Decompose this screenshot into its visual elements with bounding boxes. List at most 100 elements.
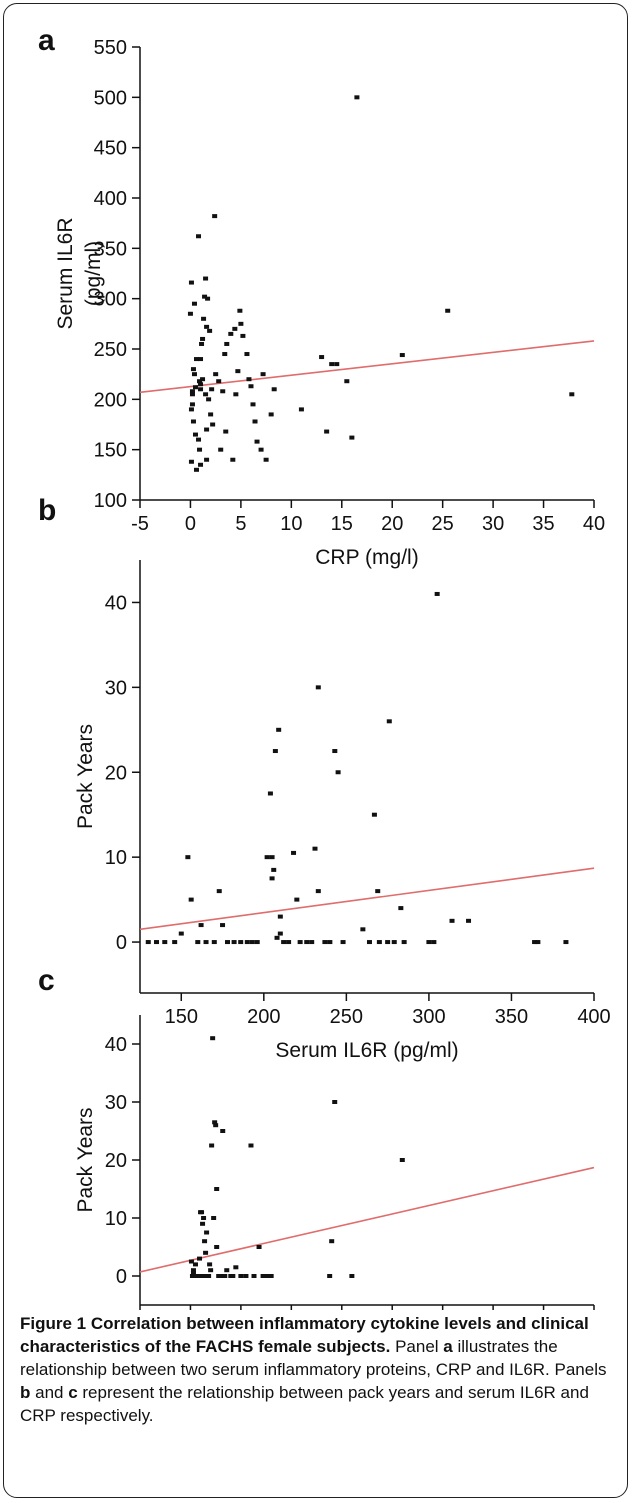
data-point — [426, 940, 432, 945]
data-point — [204, 1230, 210, 1235]
data-point — [188, 280, 194, 285]
x-tick-label: 0 — [185, 513, 196, 535]
data-point — [304, 940, 310, 945]
data-point — [250, 402, 256, 407]
y-tick-label: 550 — [94, 37, 127, 59]
y-tick-label: 0 — [116, 1266, 127, 1288]
data-point — [235, 369, 241, 374]
data-point — [298, 407, 304, 412]
data-point — [274, 935, 280, 940]
data-point — [198, 462, 204, 467]
data-point — [254, 439, 260, 444]
data-point — [191, 372, 197, 377]
data-point — [332, 749, 338, 754]
data-point — [185, 855, 191, 860]
data-point — [204, 457, 210, 462]
data-point — [276, 727, 282, 732]
data-point — [268, 1274, 274, 1278]
data-point — [231, 940, 237, 945]
data-point — [200, 1274, 206, 1278]
data-point — [230, 457, 236, 462]
data-point — [230, 1274, 236, 1278]
data-point — [251, 1274, 257, 1278]
data-point — [216, 379, 222, 384]
y-tick-label: 10 — [105, 1208, 127, 1230]
data-point — [188, 897, 194, 902]
panel-label: b — [38, 494, 56, 527]
data-point — [312, 846, 318, 851]
data-point — [254, 940, 260, 945]
data-point — [309, 940, 315, 945]
data-point — [228, 331, 234, 336]
data-point — [281, 940, 287, 945]
data-point — [271, 387, 277, 392]
data-point — [244, 940, 250, 945]
data-point — [189, 392, 195, 397]
y-tick-label: 10 — [105, 847, 127, 869]
data-point — [398, 906, 404, 911]
data-point — [198, 382, 204, 387]
data-point — [162, 940, 168, 945]
data-point — [535, 940, 541, 945]
x-tick-label: 150 — [165, 1006, 198, 1028]
data-point — [445, 308, 451, 313]
data-point — [198, 387, 204, 392]
data-point — [269, 876, 275, 881]
data-point — [201, 316, 207, 321]
data-point — [232, 326, 238, 331]
y-tick-label: 40 — [105, 592, 127, 614]
data-point — [271, 867, 277, 872]
data-point — [277, 931, 283, 936]
data-point — [197, 447, 203, 452]
data-point — [327, 1274, 333, 1278]
y-axis-label: Serum IL6R — [54, 217, 77, 329]
data-point — [449, 918, 455, 923]
data-point — [563, 940, 569, 945]
x-tick-label: -5 — [131, 513, 149, 535]
data-point — [203, 1250, 209, 1255]
regression-line — [139, 867, 595, 931]
regression-line — [139, 1166, 595, 1273]
data-point — [277, 914, 283, 919]
data-point — [191, 301, 197, 306]
chart-panel-a: a 100 150 200 250 300 350 400 450 500 550 -5 0 5 10 15 2… — [38, 24, 605, 569]
data-point — [202, 1239, 208, 1244]
y-axis-label-unit: (pg/ml) — [82, 241, 105, 306]
data-point — [206, 397, 212, 402]
data-point — [291, 850, 297, 855]
data-point — [256, 1245, 262, 1249]
data-point — [154, 940, 160, 945]
data-point — [466, 918, 472, 923]
data-point — [237, 308, 243, 313]
data-point — [334, 362, 340, 367]
data-point — [220, 1129, 226, 1133]
panel-label: c — [38, 964, 55, 997]
data-point — [434, 591, 440, 596]
data-point — [322, 940, 328, 945]
y-tick-label: 450 — [94, 138, 127, 160]
data-point — [207, 328, 213, 333]
data-point — [224, 1268, 230, 1273]
data-point — [222, 352, 228, 357]
data-point — [198, 357, 204, 362]
data-point — [431, 940, 437, 945]
data-point — [199, 341, 205, 346]
data-point — [220, 923, 226, 928]
data-point — [360, 927, 366, 932]
data-point — [203, 940, 209, 945]
data-point — [294, 897, 300, 902]
x-tick-label: 200 — [247, 1006, 280, 1028]
data-point — [233, 1265, 239, 1270]
data-point — [376, 940, 382, 945]
y-tick-label: 250 — [94, 339, 127, 361]
data-point — [204, 427, 210, 432]
data-point — [224, 341, 230, 346]
data-point — [371, 812, 377, 817]
data-point — [196, 1274, 202, 1278]
data-point — [203, 1274, 209, 1278]
data-point — [207, 1262, 213, 1267]
x-tick-label: 10 — [280, 513, 302, 535]
data-point — [238, 1274, 244, 1278]
data-point — [209, 1143, 215, 1148]
